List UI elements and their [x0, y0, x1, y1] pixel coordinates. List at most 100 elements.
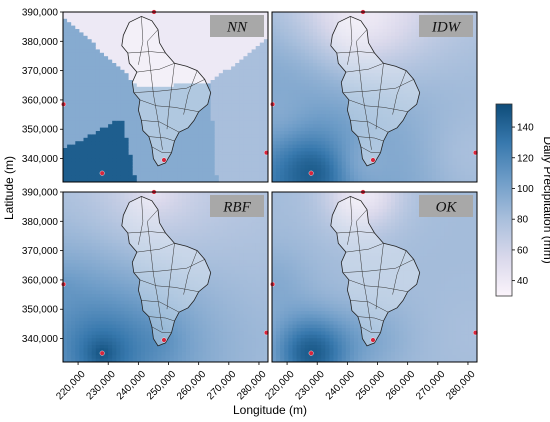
field-cell: [345, 73, 351, 78]
field-cell: [149, 35, 154, 40]
field-cell: [206, 66, 212, 71]
field-cell: [112, 59, 117, 64]
field-cell: [173, 25, 179, 30]
field-cell: [83, 114, 89, 118]
field-cell: [145, 46, 150, 50]
field-cell: [263, 52, 268, 57]
field-cell: [157, 100, 162, 105]
field-cell: [325, 46, 330, 50]
field-cell: [411, 107, 416, 112]
field-cell: [173, 63, 179, 67]
field-cell: [227, 168, 232, 173]
field-cell: [99, 110, 105, 115]
field-cell: [382, 18, 388, 23]
field-cell: [304, 49, 310, 54]
field-cell: [206, 25, 212, 30]
field-cell: [71, 69, 76, 74]
field-cell: [124, 141, 130, 146]
field-cell: [292, 76, 298, 81]
field-cell: [153, 15, 158, 20]
field-cell: [345, 86, 351, 91]
field-cell: [149, 86, 154, 91]
field-cell: [108, 107, 113, 112]
field-cell: [263, 120, 268, 125]
field-cell: [337, 69, 343, 74]
field-cell: [284, 15, 289, 20]
field-cell: [91, 18, 97, 23]
field-cell: [403, 124, 408, 129]
field-cell: [198, 39, 203, 44]
field-cell: [419, 151, 425, 156]
field-cell: [169, 93, 175, 98]
field-cell: [63, 18, 68, 23]
field-cell: [231, 110, 236, 115]
field-cell: [382, 59, 388, 64]
field-cell: [436, 117, 441, 122]
field-cell: [165, 158, 171, 163]
field-cell: [374, 178, 380, 182]
field-cell: [272, 59, 277, 64]
field-cell: [112, 29, 117, 33]
field-cell: [300, 107, 306, 112]
field-cell: [300, 134, 306, 139]
field-cell: [75, 39, 80, 44]
field-cell: [317, 178, 322, 182]
field-cell: [255, 165, 261, 169]
field-cell: [149, 110, 154, 115]
field-cell: [427, 69, 433, 74]
field-cell: [399, 73, 404, 78]
field-cell: [292, 22, 298, 27]
field-cell: [358, 114, 363, 118]
field-cell: [366, 114, 371, 118]
field-cell: [284, 107, 289, 112]
field-cell: [263, 124, 268, 129]
field-cell: [132, 93, 138, 98]
field-cell: [259, 127, 265, 132]
field-cell: [169, 29, 175, 33]
field-cell: [370, 178, 375, 182]
field-cell: [149, 114, 154, 118]
field-cell: [468, 63, 474, 67]
field-cell: [247, 103, 253, 108]
field-cell: [325, 93, 330, 98]
field-cell: [300, 63, 306, 67]
field-cell: [259, 141, 265, 146]
field-cell: [313, 66, 318, 71]
field-cell: [411, 49, 416, 54]
field-cell: [222, 83, 228, 88]
field-cell: [132, 124, 138, 129]
field-cell: [436, 76, 441, 81]
field-cell: [227, 107, 232, 112]
field-cell: [427, 86, 433, 91]
field-cell: [440, 69, 445, 74]
field-cell: [337, 80, 343, 84]
field-cell: [431, 117, 437, 122]
field-cell: [263, 59, 268, 64]
field-cell: [63, 100, 68, 105]
field-cell: [227, 83, 232, 88]
field-cell: [222, 69, 228, 74]
field-cell: [354, 90, 359, 95]
field-cell: [419, 141, 425, 146]
field-cell: [378, 110, 384, 115]
field-cell: [198, 69, 203, 74]
field-cell: [308, 97, 314, 101]
field-cell: [304, 22, 310, 27]
field-cell: [116, 42, 121, 47]
field-cell: [399, 76, 404, 81]
field-cell: [452, 39, 457, 44]
field-cell: [403, 175, 408, 180]
field-cell: [157, 171, 162, 176]
field-cell: [99, 22, 105, 27]
field-cell: [63, 59, 68, 64]
field-cell: [75, 25, 80, 30]
field-cell: [190, 32, 195, 37]
field-cell: [190, 35, 195, 40]
field-cell: [157, 56, 162, 61]
field-cell: [116, 148, 121, 152]
field-cell: [95, 154, 101, 159]
field-cell: [321, 80, 326, 84]
field-cell: [431, 56, 437, 61]
field-cell: [128, 73, 134, 78]
field-cell: [79, 69, 84, 74]
